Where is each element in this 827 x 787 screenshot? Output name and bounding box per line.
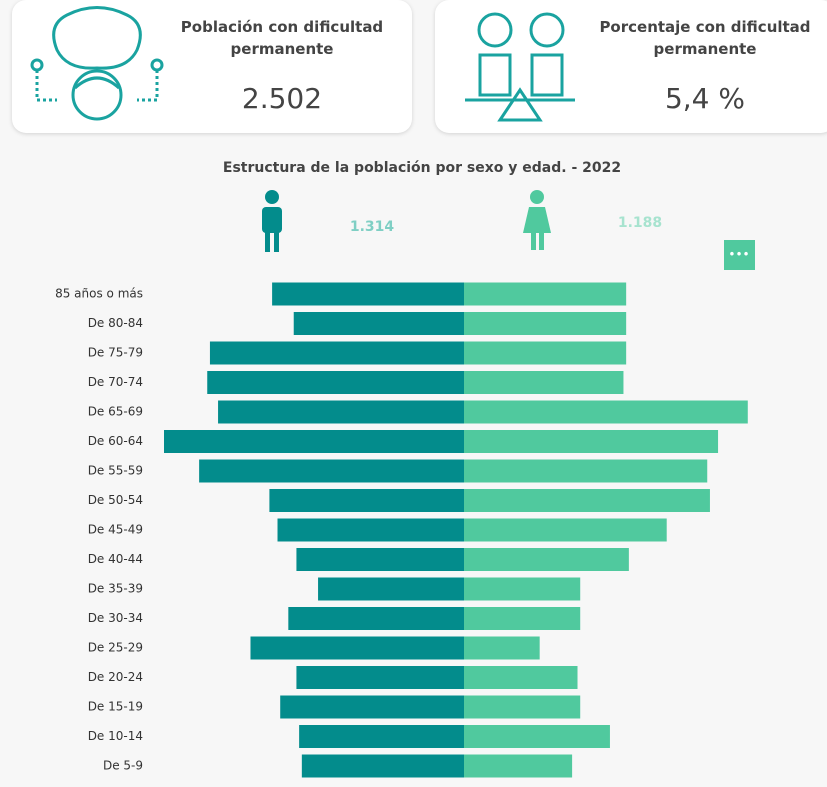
bar xyxy=(464,725,610,748)
bar xyxy=(464,401,748,424)
bar xyxy=(302,755,464,778)
bar xyxy=(272,283,464,306)
bar xyxy=(464,578,580,601)
y-tick-label: De 25-29 xyxy=(88,641,143,655)
y-tick-label: De 45-49 xyxy=(88,523,143,537)
bar xyxy=(199,460,464,483)
y-tick-label: De 70-74 xyxy=(88,375,143,389)
bar xyxy=(280,696,464,719)
y-tick-label: De 15-19 xyxy=(88,700,143,714)
bar xyxy=(464,666,578,689)
bar xyxy=(464,696,580,719)
bar xyxy=(464,637,540,660)
bar xyxy=(464,755,572,778)
bar xyxy=(207,371,464,394)
bar xyxy=(464,342,626,365)
bar xyxy=(464,371,623,394)
y-tick-label: 85 años o más xyxy=(55,287,143,301)
y-tick-label: De 80-84 xyxy=(88,316,143,330)
bar xyxy=(218,401,464,424)
male-icon xyxy=(262,190,282,252)
bar xyxy=(464,430,718,453)
y-tick-label: De 30-34 xyxy=(88,611,143,625)
bar xyxy=(250,637,464,660)
y-tick-label: De 20-24 xyxy=(88,670,143,684)
bar xyxy=(464,283,626,306)
bar xyxy=(464,607,580,630)
bar xyxy=(464,489,710,512)
bar xyxy=(299,725,464,748)
bar xyxy=(464,312,626,335)
bar xyxy=(278,519,464,542)
bar xyxy=(318,578,464,601)
bar xyxy=(164,430,464,453)
y-tick-label: De 50-54 xyxy=(88,493,143,507)
y-tick-label: De 60-64 xyxy=(88,434,143,448)
bar xyxy=(210,342,464,365)
y-tick-label: De 75-79 xyxy=(88,346,143,360)
y-tick-label: De 40-44 xyxy=(88,552,143,566)
chart-title: Estructura de la población por sexo y ed… xyxy=(223,160,621,176)
y-tick-label: De 35-39 xyxy=(88,582,143,596)
bar xyxy=(294,312,464,335)
more-button-icon[interactable]: ••• xyxy=(728,248,749,262)
y-tick-label: De 10-14 xyxy=(88,729,143,743)
y-tick-label: De 65-69 xyxy=(88,405,143,419)
bar xyxy=(288,607,464,630)
page: {"kpis": [ {"label": "Población con difi… xyxy=(0,0,827,787)
bar xyxy=(296,548,464,571)
female-icon xyxy=(523,190,551,250)
bar xyxy=(269,489,464,512)
bar xyxy=(464,460,707,483)
bar xyxy=(464,548,629,571)
bar xyxy=(464,519,667,542)
series-total: 1.188 xyxy=(618,215,662,231)
y-tick-label: De 5-9 xyxy=(103,759,143,773)
series-total: 1.314 xyxy=(350,219,395,235)
chart: Estructura de la población por sexo y ed… xyxy=(0,0,827,787)
bar xyxy=(296,666,464,689)
y-tick-label: De 55-59 xyxy=(88,464,143,478)
